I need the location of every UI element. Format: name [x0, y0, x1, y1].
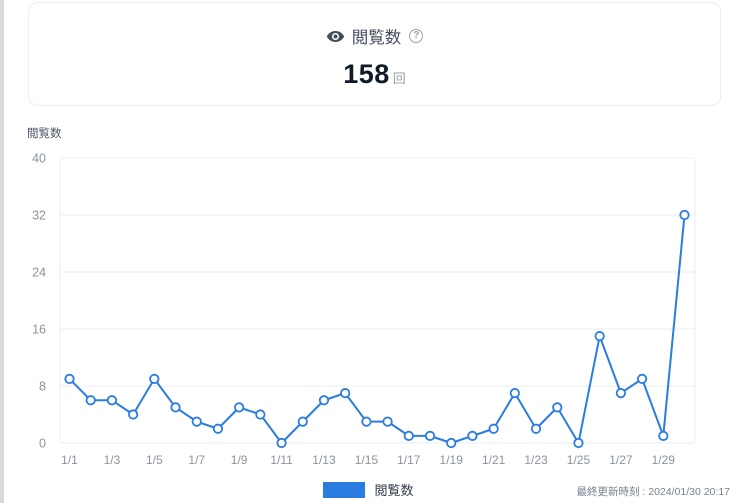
svg-text:1/17: 1/17: [397, 453, 421, 467]
legend-label: 閲覧数: [374, 483, 414, 498]
svg-text:1/29: 1/29: [652, 453, 676, 467]
svg-text:40: 40: [32, 152, 46, 166]
views-summary-card: 閲覧数 ? 158 回: [28, 2, 721, 106]
svg-text:0: 0: [39, 437, 46, 451]
svg-text:1/23: 1/23: [524, 453, 548, 467]
summary-title: 閲覧数: [351, 29, 402, 47]
svg-text:24: 24: [32, 266, 46, 280]
chart-legend[interactable]: 閲覧数: [0, 480, 737, 499]
help-icon[interactable]: ?: [409, 29, 424, 43]
eye-icon: [326, 27, 345, 46]
svg-text:8: 8: [39, 380, 46, 394]
svg-text:1/5: 1/5: [146, 453, 163, 467]
svg-text:1/1: 1/1: [61, 453, 78, 467]
last-updated-text: 最終更新時刻 : 2024/01/30 20:17: [576, 486, 731, 498]
svg-text:1/9: 1/9: [231, 453, 248, 467]
svg-text:1/11: 1/11: [270, 453, 293, 467]
y-axis-title: 閲覧数: [27, 128, 62, 140]
svg-text:1/3: 1/3: [104, 453, 121, 467]
svg-text:1/13: 1/13: [312, 453, 336, 467]
svg-text:1/7: 1/7: [188, 453, 205, 467]
svg-text:1/27: 1/27: [609, 453, 633, 467]
svg-text:1/25: 1/25: [567, 453, 591, 467]
svg-text:1/15: 1/15: [355, 453, 379, 467]
svg-text:1/19: 1/19: [440, 453, 464, 467]
views-count: 158: [343, 59, 390, 89]
summary-title-row: 閲覧数 ?: [29, 24, 720, 48]
page-edge-strip: [0, 0, 4, 503]
views-unit: 回: [392, 71, 406, 86]
summary-value-row: 158 回: [29, 59, 720, 90]
svg-text:32: 32: [32, 209, 46, 223]
svg-text:1/21: 1/21: [482, 453, 506, 467]
legend-swatch: [323, 481, 366, 498]
svg-text:16: 16: [32, 323, 46, 337]
